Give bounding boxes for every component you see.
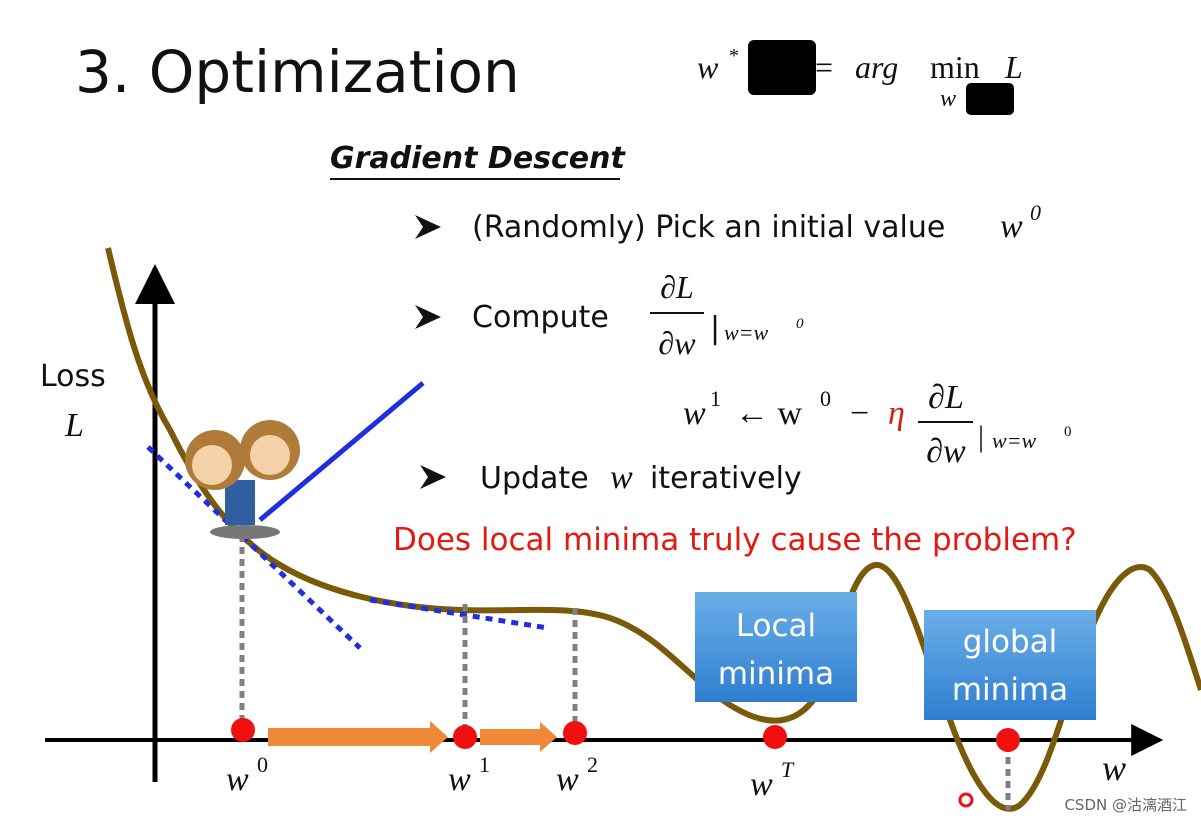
section-title: Gradient Descent (330, 141, 627, 176)
bullet-text: (Randomly) Pick an initial value (472, 210, 945, 245)
question: Does local minima truly cause the proble… (393, 522, 1077, 558)
cond-sup: 0 (796, 316, 804, 332)
tangent (369, 597, 549, 631)
shadow (210, 525, 280, 539)
formula-sub: w (940, 86, 956, 112)
update-equation: w 1 ← w 0 − η ∂L ∂w | w=w 0 (683, 379, 1072, 470)
eq-arrow: ← w (735, 395, 803, 432)
eq-sup: 1 (710, 386, 721, 411)
formula-w: w (697, 49, 719, 85)
point-label: w (556, 761, 579, 798)
cond: w=w (724, 320, 769, 345)
point-label: w (750, 766, 773, 803)
formula-min: min (930, 49, 980, 85)
point (996, 728, 1020, 752)
bullet-sup: 0 (1030, 200, 1041, 225)
y-axis-label: L (64, 407, 84, 444)
bullet-var: w (1000, 208, 1023, 245)
step-arrow (480, 722, 557, 752)
bullet-text: Compute (472, 300, 609, 335)
point-sup: 2 (587, 752, 598, 777)
point-label: w (448, 761, 471, 798)
character-face (250, 435, 290, 475)
fraction-num: ∂L (660, 269, 694, 305)
tangent (146, 445, 362, 650)
box-text: Local (736, 608, 816, 644)
label-box (924, 610, 1096, 720)
bullet-var: w (610, 459, 633, 496)
cond-bar: | (978, 420, 984, 453)
character-face (192, 445, 232, 485)
point-sup: 1 (479, 752, 490, 777)
point (453, 725, 477, 749)
formula-arg: arg (855, 49, 898, 85)
fraction-den: ∂w (926, 433, 966, 470)
label-box (695, 592, 857, 702)
cond-bar: | (710, 311, 720, 346)
cursor (958, 792, 974, 808)
cond: w=w (992, 428, 1037, 453)
title: 3. Optimization (75, 38, 520, 106)
box-text: global (963, 624, 1058, 660)
eq-minus: − (850, 395, 869, 432)
point (231, 718, 255, 742)
bullet-arrow (415, 305, 441, 329)
gradient-line (258, 381, 425, 522)
box-text: minima (718, 656, 834, 692)
redaction (748, 40, 816, 95)
point (763, 725, 787, 749)
bullet-arrow (415, 215, 441, 239)
eq-w: w (683, 395, 706, 432)
fraction-den: ∂w (658, 325, 696, 361)
bullet-arrow (420, 465, 446, 489)
formula-star: * (728, 45, 738, 67)
box-text: minima (952, 672, 1068, 708)
point-label: w (226, 761, 249, 798)
formula: w * = arg min L w (697, 45, 1023, 112)
y-axis-label: Loss (40, 359, 106, 394)
step-arrow (268, 721, 448, 753)
character-body (225, 480, 255, 525)
fraction-num: ∂L (928, 379, 964, 416)
formula-l: L (1004, 49, 1023, 85)
cond-sup: 0 (1064, 424, 1072, 440)
point (563, 721, 587, 745)
x-axis-label: w (1102, 748, 1126, 788)
eq-eta: η (888, 395, 905, 432)
point-sup: 0 (257, 752, 268, 777)
formula-eq: = (815, 49, 833, 85)
bullet-text: Update (480, 461, 589, 496)
point-sup: T (781, 757, 795, 782)
bullet-text: iteratively (650, 461, 802, 496)
watermark: CSDN @沽漓酒江 (1064, 796, 1187, 814)
redaction (966, 83, 1014, 115)
eq-sup: 0 (820, 386, 831, 411)
